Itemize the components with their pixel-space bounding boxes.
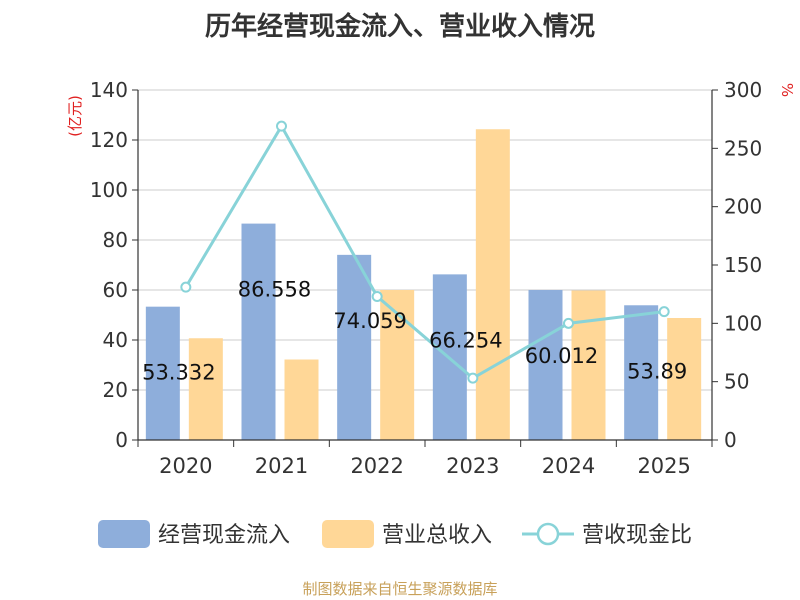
x-tick-label: 2024 — [542, 454, 595, 478]
x-tick-label: 2023 — [446, 454, 499, 478]
y-left-tick-label: 0 — [115, 428, 128, 452]
bar-cash-inflow — [337, 254, 372, 440]
x-tick-label: 2021 — [255, 454, 308, 478]
bar-value-label: 60.012 — [525, 344, 598, 368]
line-point — [371, 291, 383, 302]
y-right-tick-label: 200 — [724, 195, 762, 219]
bar-cash-inflow — [145, 306, 180, 440]
bar-cash-inflow — [528, 289, 563, 440]
x-tick-label: 2020 — [159, 454, 212, 478]
y-left-tick-label: 100 — [90, 178, 128, 202]
y-right-tick-label: 300 — [724, 78, 762, 102]
legend-marker-ratio — [536, 522, 560, 546]
y-left-tick-label: 40 — [103, 328, 128, 352]
legend: 经营现金流入 营业总收入 营收现金比 — [98, 520, 692, 548]
y-left-tick-label: 140 — [90, 78, 128, 102]
bar-value-label: 66.254 — [429, 328, 502, 352]
bar-value-label: 86.558 — [238, 278, 311, 302]
y-left-tick-label: 60 — [103, 278, 128, 302]
bar-revenue — [188, 338, 223, 440]
line-point — [276, 120, 287, 132]
y-right-tick-label: 0 — [724, 428, 737, 452]
y-right-tick-label: 100 — [724, 311, 762, 335]
line-point — [563, 317, 574, 329]
legend-label: 营收现金比 — [582, 523, 692, 548]
y-left-unit-label: (亿元) — [66, 95, 84, 137]
bars — [145, 129, 702, 440]
legend-swatch-revenue — [322, 520, 374, 548]
grid-lines — [138, 89, 712, 391]
bar-value-label: 53.332 — [142, 361, 215, 385]
y-left-tick-label: 120 — [90, 128, 128, 152]
source-note: 制图数据来自恒生聚源数据库 — [302, 580, 498, 598]
legend-swatch-cash-inflow — [98, 520, 150, 548]
data-labels: 53.332 86.558 74.059 66.254 60.012 53.89 — [142, 278, 687, 385]
legend-label: 经营现金流入 — [158, 523, 290, 548]
line-point — [467, 372, 479, 384]
bar-revenue — [475, 129, 510, 440]
line-point — [180, 281, 192, 293]
y-right-tick-label: 50 — [724, 370, 749, 394]
bar-revenue — [667, 318, 702, 440]
y-left-tick-label: 80 — [103, 228, 128, 252]
y-right-tick-label: 250 — [724, 136, 762, 160]
y-right-unit-label: % — [778, 83, 796, 97]
y-left-tick-label: 20 — [103, 378, 128, 402]
line-series — [180, 120, 670, 384]
bar-cash-inflow — [624, 305, 659, 440]
bar-revenue — [284, 359, 319, 440]
line-ratio — [184, 123, 665, 380]
chart-title: 历年经营现金流入、营业收入情况 — [204, 12, 595, 42]
bar-revenue — [571, 290, 606, 440]
bar-value-label: 53.89 — [627, 359, 687, 383]
legend-label: 营业总收入 — [382, 523, 492, 548]
y-right-tick-label: 150 — [724, 253, 762, 277]
bar-value-label: 74.059 — [333, 309, 406, 333]
axes: 0 20 40 60 80 100 120 140 0 50 100 150 200 250 300 2020… — [66, 78, 796, 478]
bar-cash-inflow — [241, 223, 276, 440]
line-point — [658, 306, 670, 318]
x-tick-label: 2025 — [637, 454, 690, 478]
x-tick-label: 2022 — [350, 454, 403, 478]
